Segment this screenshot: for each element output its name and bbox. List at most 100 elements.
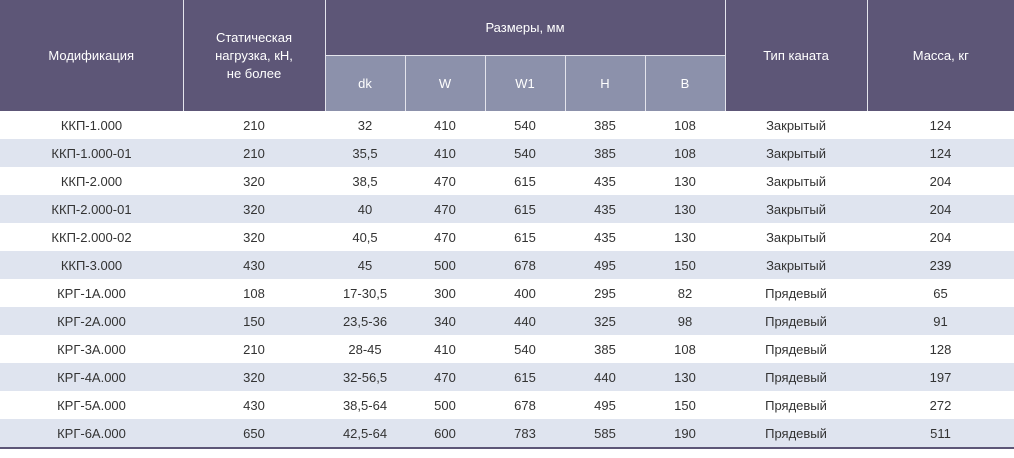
- cell-w1: 440: [485, 307, 565, 335]
- cell-b: 150: [645, 251, 726, 279]
- cell-static-load: 320: [183, 167, 325, 195]
- cell-w1: 615: [485, 195, 565, 223]
- cell-h: 385: [565, 335, 645, 363]
- cell-dk: 23,5-36: [325, 307, 405, 335]
- cell-rope-type: Прядевый: [725, 391, 868, 419]
- cell-static-load: 210: [183, 335, 325, 363]
- cell-static-load: 430: [183, 391, 325, 419]
- cell-rope-type: Прядевый: [725, 335, 868, 363]
- cell-dk: 32-56,5: [325, 363, 405, 391]
- cell-mass: 128: [867, 335, 1014, 363]
- cell-dk: 28-45: [325, 335, 405, 363]
- cell-modification: ККП-1.000-01: [0, 139, 183, 167]
- cell-rope-type: Закрытый: [725, 139, 868, 167]
- header-static-load-line1: Статическая: [215, 29, 293, 45]
- table-header: Модификация Статическая нагрузка, кН, не…: [0, 0, 1014, 111]
- cell-b: 108: [645, 335, 726, 363]
- cell-static-load: 210: [183, 139, 325, 167]
- header-rope-type: Тип каната: [724, 0, 868, 111]
- cell-h: 295: [565, 279, 645, 307]
- cell-modification: КРГ-2А.000: [0, 307, 183, 335]
- table-row: КРГ-5А.000 430 38,5-64 500 678 495 150 П…: [0, 391, 1014, 419]
- cell-h: 435: [565, 223, 645, 251]
- cell-static-load: 320: [183, 195, 325, 223]
- cell-static-load: 650: [183, 419, 325, 449]
- cell-static-load: 430: [183, 251, 325, 279]
- cell-modification: КРГ-1А.000: [0, 279, 183, 307]
- cell-b: 82: [645, 279, 726, 307]
- cell-w1: 783: [485, 419, 565, 449]
- cell-w: 300: [405, 279, 485, 307]
- cell-rope-type: Прядевый: [725, 279, 868, 307]
- table-row: ККП-3.000 430 45 500 678 495 150 Закрыты…: [0, 251, 1014, 279]
- cell-rope-type: Закрытый: [725, 195, 868, 223]
- cell-w1: 615: [485, 223, 565, 251]
- cell-mass: 204: [867, 167, 1014, 195]
- cell-h: 385: [565, 111, 645, 139]
- header-modification: Модификация: [0, 0, 183, 111]
- cell-h: 435: [565, 167, 645, 195]
- cell-mass: 197: [867, 363, 1014, 391]
- cell-mass: 239: [867, 251, 1014, 279]
- cell-modification: ККП-3.000: [0, 251, 183, 279]
- cell-dk: 42,5-64: [325, 419, 405, 449]
- cell-dk: 17-30,5: [325, 279, 405, 307]
- cell-rope-type: Закрытый: [725, 111, 868, 139]
- cell-static-load: 320: [183, 363, 325, 391]
- header-b: B: [644, 55, 726, 111]
- cell-w1: 615: [485, 167, 565, 195]
- table-row: ККП-1.000-01 210 35,5 410 540 385 108 За…: [0, 139, 1014, 167]
- header-sizes: Размеры, мм: [324, 0, 726, 56]
- cell-w: 470: [405, 363, 485, 391]
- table-row: КРГ-1А.000 108 17-30,5 300 400 295 82 Пр…: [0, 279, 1014, 307]
- cell-w: 340: [405, 307, 485, 335]
- cell-w1: 615: [485, 363, 565, 391]
- cell-w: 410: [405, 335, 485, 363]
- cell-b: 130: [645, 167, 726, 195]
- cell-modification: КРГ-3А.000: [0, 335, 183, 363]
- cell-w: 470: [405, 223, 485, 251]
- cell-h: 495: [565, 391, 645, 419]
- cell-modification: ККП-2.000: [0, 167, 183, 195]
- cell-static-load: 150: [183, 307, 325, 335]
- cell-mass: 511: [867, 419, 1014, 449]
- cell-mass: 124: [867, 139, 1014, 167]
- header-h: H: [564, 55, 645, 111]
- cell-rope-type: Закрытый: [725, 223, 868, 251]
- cell-b: 130: [645, 363, 726, 391]
- cell-static-load: 320: [183, 223, 325, 251]
- cell-rope-type: Закрытый: [725, 251, 868, 279]
- cell-dk: 38,5-64: [325, 391, 405, 419]
- cell-rope-type: Прядевый: [725, 363, 868, 391]
- table-row: КРГ-2А.000 150 23,5-36 340 440 325 98 Пр…: [0, 307, 1014, 335]
- cell-modification: ККП-2.000-02: [0, 223, 183, 251]
- header-static-load-line3: не более: [226, 65, 282, 81]
- cell-h: 495: [565, 251, 645, 279]
- table-row: ККП-1.000 210 32 410 540 385 108 Закрыты…: [0, 111, 1014, 139]
- header-static-load: Статическая нагрузка, кН, не более: [182, 0, 325, 111]
- cell-b: 130: [645, 223, 726, 251]
- cell-rope-type: Прядевый: [725, 419, 868, 449]
- cell-modification: КРГ-6А.000: [0, 419, 183, 449]
- table-body: ККП-1.000 210 32 410 540 385 108 Закрыты…: [0, 111, 1014, 449]
- cell-dk: 45: [325, 251, 405, 279]
- cell-mass: 272: [867, 391, 1014, 419]
- header-dk: dk: [324, 55, 405, 111]
- cell-w: 410: [405, 111, 485, 139]
- cell-modification: ККП-2.000-01: [0, 195, 183, 223]
- cell-w: 600: [405, 419, 485, 449]
- cell-mass: 91: [867, 307, 1014, 335]
- cell-static-load: 210: [183, 111, 325, 139]
- cell-rope-type: Прядевый: [725, 307, 868, 335]
- cell-dk: 40,5: [325, 223, 405, 251]
- cell-mass: 204: [867, 195, 1014, 223]
- cell-dk: 38,5: [325, 167, 405, 195]
- table-row: КРГ-4А.000 320 32-56,5 470 615 440 130 П…: [0, 363, 1014, 391]
- cell-b: 108: [645, 139, 726, 167]
- header-static-load-line2: нагрузка, кН,: [215, 47, 293, 63]
- table-row: ККП-2.000 320 38,5 470 615 435 130 Закры…: [0, 167, 1014, 195]
- cell-dk: 35,5: [325, 139, 405, 167]
- table-row: ККП-2.000-02 320 40,5 470 615 435 130 За…: [0, 223, 1014, 251]
- header-w: W: [404, 55, 485, 111]
- cell-b: 108: [645, 111, 726, 139]
